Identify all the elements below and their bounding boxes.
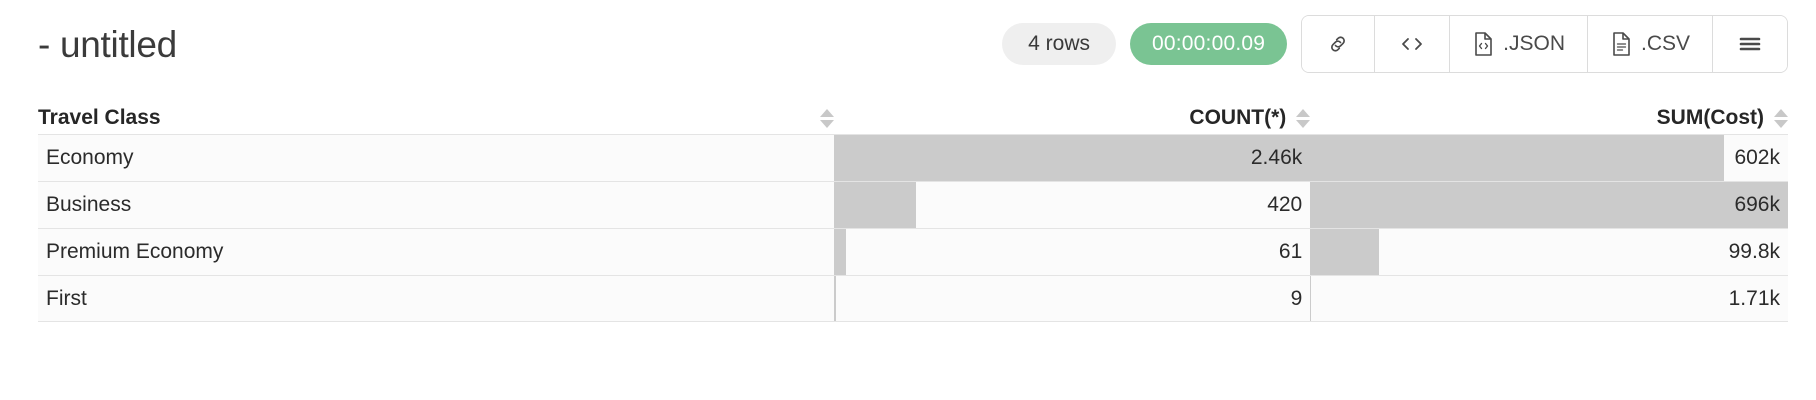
cell-category: Business [38,182,835,228]
cell-text: 696k [1734,193,1780,216]
cell-text: Premium Economy [46,240,224,263]
cell-count: 420 [834,182,1311,228]
share-link-button[interactable] [1302,16,1376,72]
value-bar [834,276,837,321]
table-body: Economy 2.46k 602k Business 420 696k Premium E… [38,134,1788,322]
sort-ascending-icon [820,108,835,117]
table-header-row: Travel Class COUNT(*) SUM(Cost) [38,88,1788,134]
file-json-icon [1472,31,1495,57]
file-csv-icon [1610,31,1633,57]
page-title: - untitled [38,23,177,65]
sort-descending-icon [1774,119,1788,128]
result-header: - untitled 4 rows 00:00:00.09 [0,0,1816,88]
cell-count: 61 [834,229,1311,275]
cell-text: 61 [1278,240,1303,263]
sort-descending-icon [1296,119,1311,128]
sort-descending-icon [820,119,835,128]
column-header-label: COUNT(*) [1189,106,1287,129]
value-bar [1310,182,1788,228]
export-button-group: .JSON .CSV [1301,15,1788,73]
cell-text: 420 [1267,193,1303,216]
column-header-label: Travel Class [38,106,161,129]
cell-category: Premium Economy [38,229,835,275]
embed-code-button[interactable] [1375,16,1451,72]
sort-icon[interactable] [1296,108,1311,128]
cell-sum-cost: 99.8k [1310,229,1788,275]
cell-text: 99.8k [1728,240,1780,263]
sort-icon[interactable] [820,108,835,128]
hamburger-menu-icon [1737,34,1763,54]
query-timer-badge: 00:00:00.09 [1130,23,1288,65]
cell-sum-cost: 1.71k [1310,276,1788,321]
cell-text: First [46,286,87,310]
sort-ascending-icon [1296,108,1311,117]
export-csv-button[interactable]: .CSV [1587,16,1713,72]
value-bar [834,182,916,228]
cell-text: 9 [1290,286,1303,310]
column-header-count[interactable]: COUNT(*) [834,106,1311,130]
sort-icon[interactable] [1774,108,1788,128]
header-actions: 4 rows 00:00:00.09 [1002,15,1788,73]
cell-category: Economy [38,135,835,181]
value-bar [834,135,1311,181]
value-bar [1310,229,1379,275]
value-bar [1310,276,1312,321]
cell-text: Economy [46,146,134,169]
cell-text: 2.46k [1250,146,1303,169]
cell-text: Business [46,193,132,216]
results-table: Travel Class COUNT(*) SUM(Cost) [0,88,1816,322]
table-row: Economy 2.46k 602k [38,134,1788,181]
column-header-sum-cost[interactable]: SUM(Cost) [1310,106,1788,130]
export-csv-label: .CSV [1640,32,1690,55]
cell-count: 9 [834,276,1311,321]
value-bar [1310,135,1724,181]
table-row: First 9 1.71k [38,275,1788,322]
value-bar [834,229,847,275]
menu-button[interactable] [1713,16,1787,72]
column-header-label: SUM(Cost) [1656,106,1764,129]
code-icon [1399,32,1425,56]
export-json-button[interactable]: .JSON [1450,16,1588,72]
cell-text: 602k [1734,146,1780,169]
table-row: Business 420 696k [38,181,1788,228]
cell-text: 1.71k [1728,286,1780,310]
cell-category: First [38,276,835,321]
export-json-label: .JSON [1503,32,1565,55]
cell-sum-cost: 696k [1310,182,1788,228]
cell-count: 2.46k [834,135,1311,181]
row-count-badge: 4 rows [1002,23,1116,65]
cell-sum-cost: 602k [1310,135,1788,181]
column-header-travel-class[interactable]: Travel Class [38,106,835,130]
sort-ascending-icon [1774,108,1788,117]
table-row: Premium Economy 61 99.8k [38,228,1788,275]
link-icon [1326,32,1350,56]
